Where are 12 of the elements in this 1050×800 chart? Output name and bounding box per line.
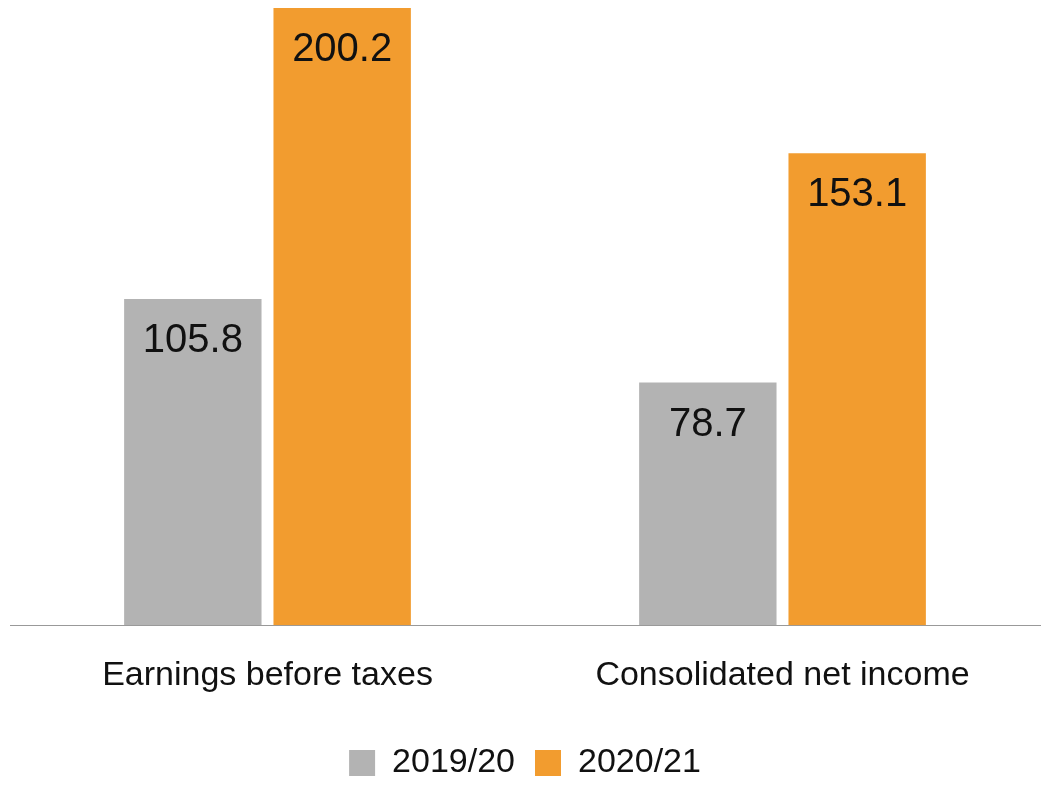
bar bbox=[639, 382, 777, 626]
bar bbox=[124, 299, 262, 626]
data-label: 105.8 bbox=[142, 316, 243, 361]
x-tick-label: Consolidated net income bbox=[595, 653, 970, 692]
x-tick-label: Earnings before taxes bbox=[102, 653, 433, 692]
data-label: 153.1 bbox=[807, 170, 908, 215]
bar bbox=[273, 8, 411, 626]
legend-label: 2019/20 bbox=[392, 741, 515, 780]
data-label: 78.7 bbox=[668, 399, 747, 444]
data-label: 200.2 bbox=[292, 25, 393, 70]
legend-label: 2020/21 bbox=[578, 741, 701, 780]
bar bbox=[788, 153, 926, 626]
